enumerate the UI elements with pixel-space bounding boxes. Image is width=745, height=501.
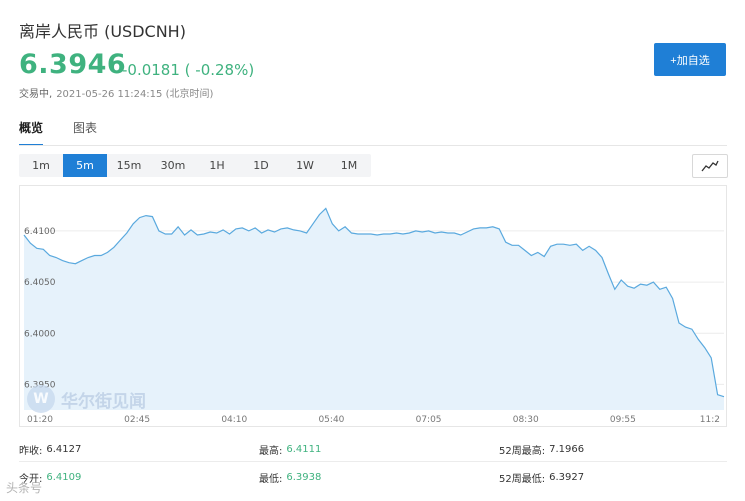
x-tick-label: 05:40 xyxy=(318,415,344,425)
stat-52w-high: 52周最高: 7.1966 xyxy=(499,435,584,463)
watermark-text: 华尔街见闻 xyxy=(61,391,146,412)
period-1m[interactable]: 1m xyxy=(32,159,50,172)
instrument-title: 离岸人民币 (USDCNH) xyxy=(19,22,186,41)
stat-label: 最高: xyxy=(259,445,283,457)
price-area-fill xyxy=(24,208,724,410)
period-5m[interactable]: 5m xyxy=(63,154,107,177)
period-30m[interactable]: 30m xyxy=(160,159,186,172)
status-timestamp: 2021-05-26 11:24:15 (北京时间) xyxy=(56,89,214,100)
period-1h[interactable]: 1H xyxy=(209,159,225,172)
stat-high: 最高: 6.4111 xyxy=(259,435,321,463)
period-1d[interactable]: 1D xyxy=(253,159,269,172)
status-label: 交易中, xyxy=(19,89,53,100)
x-tick-label: 01:20 xyxy=(27,415,53,425)
x-tick-label: 02:45 xyxy=(124,415,150,425)
stat-52w-low: 52周最低: 6.3927 xyxy=(499,463,584,491)
stats-row: 今开: 6.4109 最低: 6.3938 52周最低: 6.3927 xyxy=(19,463,727,491)
stat-label: 52周最高: xyxy=(499,445,546,457)
price-line xyxy=(23,207,725,398)
x-tick-label: 11:2 xyxy=(700,415,720,425)
price-chart-svg: 6.41006.40506.40006.395001:2002:4504:100… xyxy=(23,207,725,425)
y-tick-label: 6.4000 xyxy=(24,329,56,339)
watermark-logo: W xyxy=(27,385,55,413)
x-tick-label: 09:55 xyxy=(610,415,636,425)
stat-label: 昨收: xyxy=(19,445,43,457)
chart-type-toggle[interactable] xyxy=(692,154,728,178)
current-price: 6.3946 xyxy=(19,49,127,80)
period-15m[interactable]: 15m xyxy=(116,159,142,172)
period-selector: 1m 5m 15m 30m 1H 1D 1W 1M xyxy=(19,154,371,177)
trading-status: 交易中, 2021-05-26 11:24:15 (北京时间) xyxy=(19,85,213,100)
x-tick-label: 08:30 xyxy=(513,415,539,425)
stat-value: 6.4111 xyxy=(286,443,322,455)
tabs-divider xyxy=(19,145,727,146)
stat-value: 6.4127 xyxy=(46,443,82,455)
add-to-watchlist-button[interactable]: +加自选 xyxy=(654,43,726,76)
site-watermark: W 华尔街见闻 xyxy=(27,385,146,413)
y-tick-label: 6.4050 xyxy=(24,278,56,288)
price-change: -0.0181 ( -0.28%) xyxy=(122,61,255,79)
stat-value: 6.4109 xyxy=(46,471,82,483)
stat-prev-close: 昨收: 6.4127 xyxy=(19,435,81,463)
line-chart-icon xyxy=(701,160,719,172)
period-1month[interactable]: 1M xyxy=(340,159,358,172)
stat-low: 最低: 6.3938 xyxy=(259,463,321,491)
x-tick-label: 07:05 xyxy=(416,415,442,425)
stat-open: 今开: 6.4109 xyxy=(19,463,81,491)
corner-watermark: 头条号 xyxy=(6,481,43,495)
x-tick-label: 04:10 xyxy=(221,415,247,425)
stats-row: 昨收: 6.4127 最高: 6.4111 52周最高: 7.1966 xyxy=(19,435,727,463)
stat-value: 6.3927 xyxy=(549,471,585,483)
stat-value: 7.1966 xyxy=(549,443,585,455)
stat-label: 最低: xyxy=(259,473,283,485)
period-1w[interactable]: 1W xyxy=(296,159,314,172)
stat-label: 52周最低: xyxy=(499,473,546,485)
tab-chart[interactable]: 图表 xyxy=(73,121,98,135)
stat-label: 今开: xyxy=(19,473,43,485)
y-tick-label: 6.4100 xyxy=(24,227,56,237)
price-chart[interactable]: 6.41006.40506.40006.395001:2002:4504:100… xyxy=(19,185,727,427)
stat-value: 6.3938 xyxy=(286,471,322,483)
tab-overview[interactable]: 概览 xyxy=(19,119,44,146)
view-tabs: 概览 图表 xyxy=(19,119,97,146)
row-divider xyxy=(19,461,727,462)
